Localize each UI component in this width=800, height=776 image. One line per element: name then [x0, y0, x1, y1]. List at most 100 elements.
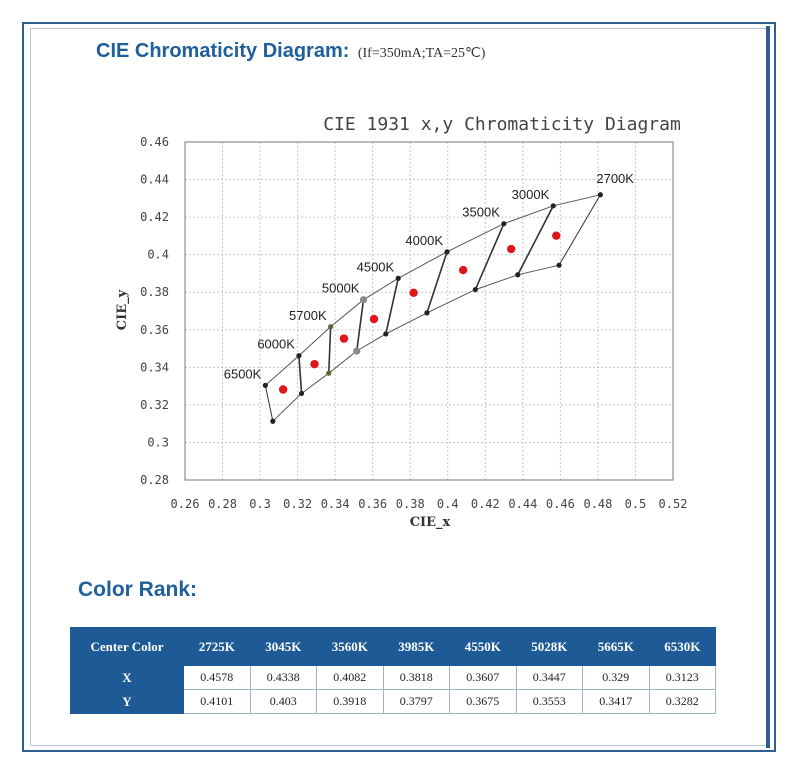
y-cell: 0.3417: [582, 689, 650, 714]
x-tick-label: 0.28: [208, 497, 237, 511]
vertex-point: [395, 275, 401, 281]
center-point: [409, 288, 418, 297]
y-axis-label: CIE_y: [115, 289, 130, 330]
column-header: 3560K: [316, 627, 384, 666]
center-point: [458, 265, 468, 275]
bin-edge: [517, 205, 554, 276]
plot-area: [184, 141, 674, 481]
x-tick-label: 0.44: [508, 497, 537, 511]
x-tick-label: 0.5: [625, 497, 647, 511]
test-conditions: (If=350mA;TA=25℃): [357, 46, 486, 61]
table-row-x: X 0.4578 0.4338 0.4082 0.3818 0.3607 0.3…: [70, 665, 716, 690]
vertex-point: [328, 324, 334, 330]
vertex-point: [359, 296, 368, 304]
vertex-point: [556, 262, 562, 268]
vertex-point: [296, 353, 302, 359]
y-tick-label: 0.32: [140, 398, 169, 412]
x-tick-label: 0.32: [283, 497, 312, 511]
header: CIE Chromaticity Diagram: (If=350mA;TA=2…: [96, 40, 485, 63]
bin-edge: [474, 223, 505, 290]
page-title: CIE Chromaticity Diagram:: [96, 40, 350, 62]
y-cell: 0.4101: [183, 689, 251, 714]
cct-label: 5000K: [322, 281, 360, 296]
x-cell: 0.3607: [449, 665, 517, 690]
y-cell: 0.3553: [515, 689, 583, 714]
column-header: 3045K: [249, 627, 317, 666]
column-header: 3985K: [382, 627, 450, 666]
column-header: 6530K: [648, 627, 716, 666]
vertex-point: [298, 390, 305, 397]
y-tick-label: 0.42: [140, 210, 169, 224]
y-tick-label: 0.28: [140, 473, 169, 487]
cct-label: 3500K: [462, 205, 500, 220]
y-tick-label: 0.36: [140, 323, 169, 337]
x-tick-label: 0.42: [471, 497, 500, 511]
x-cell: 0.4578: [183, 665, 251, 690]
vertex-point: [550, 203, 556, 209]
y-tick-label: 0.38: [140, 285, 169, 299]
color-rank-table: Center Color 2725K 3045K 3560K 3985K 455…: [70, 627, 716, 714]
bin-vertices: [262, 192, 603, 424]
cie-chart: CIE 1931 x,y Chromaticity Diagram 0.26 0.…: [115, 114, 688, 530]
cct-label: 3000K: [512, 187, 550, 202]
x-axis-ticks: 0.26 0.28 0.3 0.32 0.34 0.36 0.38 0.4 0.42 0.44 0.…: [171, 497, 688, 511]
bin-edge: [327, 326, 332, 374]
x-tick-label: 0.52: [659, 497, 688, 511]
vertex-point: [326, 370, 332, 376]
vertex-point: [270, 418, 276, 424]
upper-boundary-line: [264, 194, 601, 386]
frame-shadow: [766, 26, 770, 748]
x-tick-label: 0.3: [249, 497, 271, 511]
x-tick-label: 0.26: [171, 497, 200, 511]
vertex-point: [501, 221, 507, 227]
table-row-y: Y 0.4101 0.403 0.3918 0.3797 0.3675 0.35…: [70, 689, 716, 714]
y-cell: 0.3797: [382, 689, 450, 714]
bin-edge: [264, 385, 274, 422]
vertex-point: [515, 272, 521, 278]
center-point: [552, 231, 561, 240]
cct-label: 6500K: [224, 366, 262, 381]
cct-label: 5700K: [289, 308, 327, 323]
bin-edge: [298, 355, 303, 394]
column-header: 2725K: [183, 627, 251, 666]
x-axis-label: CIE_x: [410, 515, 451, 530]
y-axis-ticks: 0.28 0.3 0.32 0.34 0.36 0.38 0.4 0.42 0.44 0.46: [140, 135, 169, 487]
vertex-point: [262, 382, 268, 388]
column-header: 5665K: [582, 627, 650, 666]
x-cell: 0.3818: [382, 665, 450, 690]
cct-label: 4000K: [405, 233, 443, 248]
bin-edge: [426, 251, 448, 314]
cct-labels: 6500K 6000K 5700K 5000K 4500K 4000K 3500K 3000K…: [224, 171, 635, 382]
vertex-point: [597, 192, 603, 198]
bin-edge: [385, 278, 399, 335]
x-tick-label: 0.34: [321, 497, 350, 511]
outer-frame: [22, 22, 776, 752]
x-tick-label: 0.38: [396, 497, 425, 511]
center-point: [310, 359, 319, 369]
vertex-point: [424, 310, 430, 316]
vertex-point: [383, 331, 389, 337]
cct-label: 2700K: [596, 171, 634, 186]
x-cell: 0.3123: [648, 665, 716, 690]
vertex-point: [353, 347, 361, 355]
x-row-label: X: [70, 665, 184, 690]
y-cell: 0.403: [249, 689, 317, 714]
y-tick-label: 0.44: [140, 173, 169, 187]
x-tick-label: 0.36: [358, 497, 387, 511]
x-tick-label: 0.46: [546, 497, 575, 511]
x-cell: 0.329: [582, 665, 650, 690]
vertex-point: [444, 249, 450, 255]
x-tick-label: 0.4: [437, 497, 459, 511]
y-cell: 0.3675: [449, 689, 517, 714]
center-point: [339, 334, 349, 343]
y-tick-label: 0.3: [147, 435, 169, 449]
center-point: [369, 314, 379, 324]
color-rank-title: Color Rank:: [78, 578, 198, 601]
y-tick-label: 0.34: [140, 360, 169, 374]
x-cell: 0.4338: [249, 665, 317, 690]
table-header-row: Center Color 2725K 3045K 3560K 3985K 455…: [70, 627, 716, 666]
cct-label: 6000K: [257, 337, 295, 352]
vertex-point: [472, 286, 478, 293]
bin-edge: [355, 299, 365, 352]
column-header: 4550K: [449, 627, 517, 666]
